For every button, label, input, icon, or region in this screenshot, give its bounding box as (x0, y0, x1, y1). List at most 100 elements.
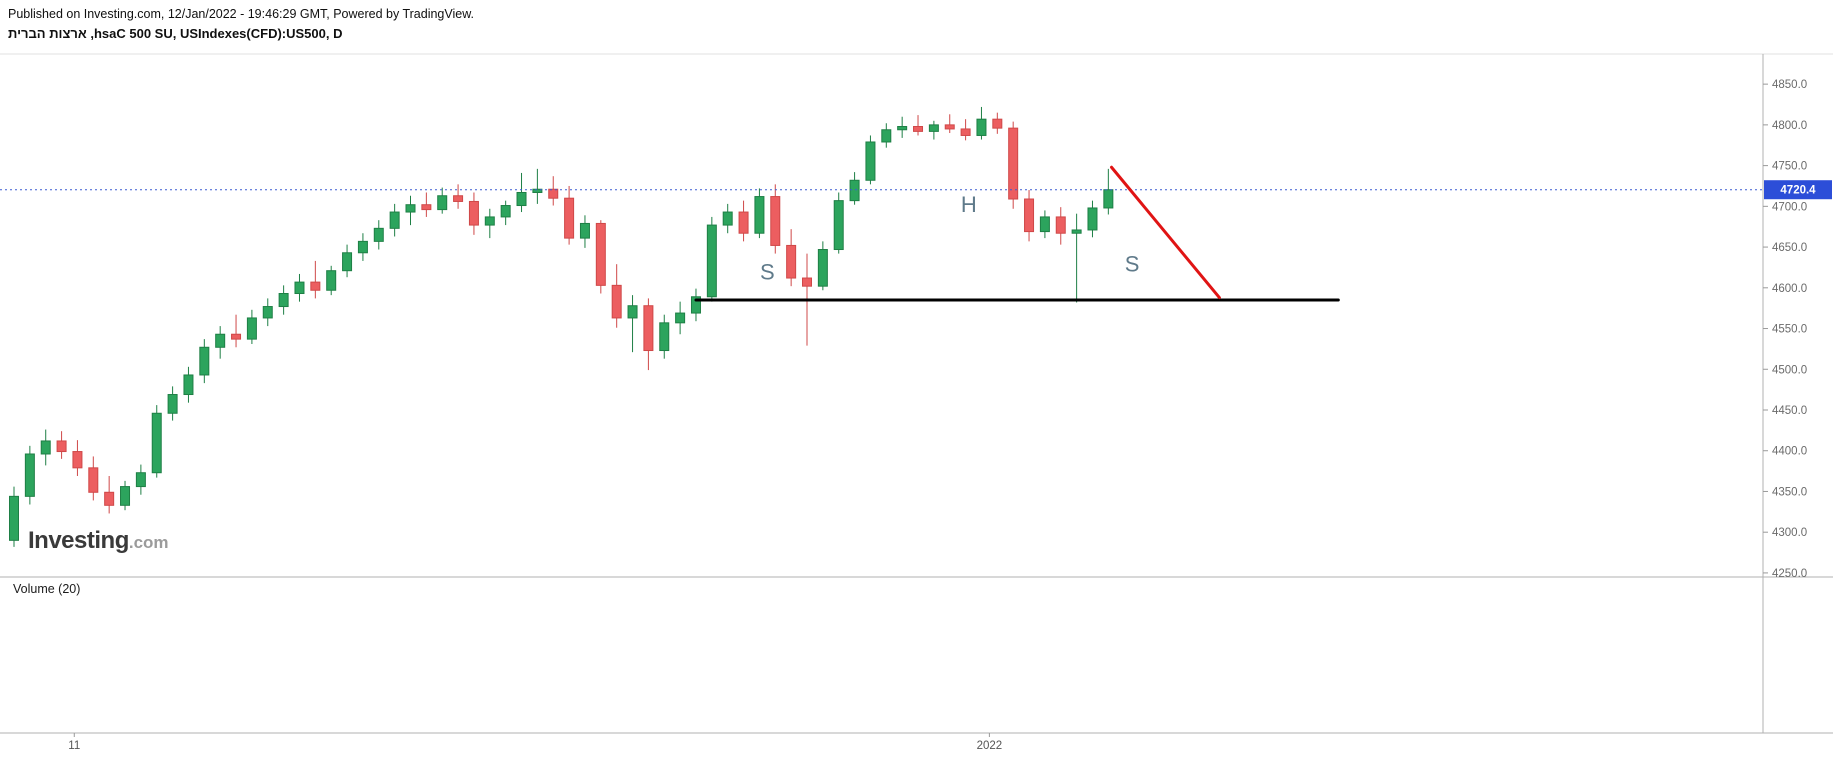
candle (579, 222, 590, 239)
candle (421, 204, 432, 211)
candle (104, 491, 115, 506)
candle (643, 305, 654, 352)
time-axis-label: 11 (68, 740, 80, 752)
candle (389, 211, 400, 229)
volume-indicator-label: Volume (20) (13, 582, 81, 596)
candle (453, 195, 464, 202)
candle (881, 129, 892, 143)
price-axis-label: 4700.0 (1772, 201, 1807, 213)
candle (24, 453, 35, 497)
candle (342, 252, 353, 272)
candles-group (9, 106, 1114, 547)
price-axis-label: 4350.0 (1772, 486, 1807, 498)
candle (833, 200, 844, 251)
candle (595, 222, 606, 286)
candle (310, 281, 321, 291)
candle (88, 467, 99, 493)
candle (246, 317, 257, 340)
candle (770, 196, 781, 246)
candle (294, 281, 305, 295)
pattern-label-s: S (1125, 251, 1140, 276)
candle (135, 472, 146, 488)
candle (706, 224, 717, 298)
candle (722, 211, 733, 226)
candle (627, 305, 638, 319)
price-axis-label: 4750.0 (1772, 161, 1807, 173)
candle (199, 346, 210, 376)
candle (516, 191, 527, 207)
candle (1024, 198, 1035, 233)
published-line: Published on Investing.com, 12/Jan/2022 … (8, 7, 475, 21)
candle (231, 333, 242, 340)
candle (976, 118, 987, 136)
candle (262, 306, 273, 319)
candle (913, 126, 924, 132)
candle (484, 216, 495, 226)
candle (928, 124, 939, 132)
candle (675, 312, 686, 324)
candle (1103, 189, 1114, 209)
candle (1071, 229, 1082, 234)
candle (817, 249, 828, 287)
candle (357, 240, 368, 254)
candle (9, 495, 19, 541)
candle (1039, 216, 1050, 233)
candle (564, 197, 575, 239)
pattern-label-s: S (760, 260, 775, 285)
candle (849, 179, 860, 202)
candle (897, 126, 908, 131)
projection-trendline (1110, 165, 1221, 300)
investing-logo: Investing.com (28, 527, 169, 555)
candle (120, 486, 131, 506)
price-axis-label: 4850.0 (1772, 79, 1807, 91)
candle (40, 440, 51, 455)
candle (802, 277, 812, 287)
candle (611, 284, 622, 319)
candle (56, 440, 67, 453)
price-axis-label: 4600.0 (1772, 283, 1807, 295)
candle (500, 205, 511, 218)
candle (786, 244, 797, 279)
candle (944, 124, 955, 130)
pattern-label-h: H (961, 192, 977, 217)
candle (690, 296, 701, 314)
candle (659, 322, 670, 352)
candle (992, 118, 1003, 129)
candle (72, 451, 83, 469)
price-axis-label: 4500.0 (1772, 364, 1807, 376)
price-axis-label: 4800.0 (1772, 120, 1807, 132)
candle (960, 128, 971, 136)
price-axis-label: 4450.0 (1772, 405, 1807, 417)
candle (1008, 127, 1019, 200)
candle (548, 188, 559, 199)
candle (437, 195, 448, 211)
price-axis-label: 4300.0 (1772, 527, 1807, 539)
candle (326, 270, 337, 291)
candle (738, 211, 749, 234)
candle (468, 200, 479, 226)
candle (1055, 216, 1066, 234)
investing-logo-suffix: .com (128, 533, 169, 552)
candle (151, 412, 162, 474)
price-axis-label: 4650.0 (1772, 242, 1807, 254)
candle (865, 141, 876, 181)
candle (405, 204, 416, 213)
price-axis-label: 4550.0 (1772, 324, 1807, 336)
instrument-title: ארצות הברית ,hsaC 500 SU, USIndexes(CFD)… (8, 26, 343, 41)
candle (1087, 207, 1098, 231)
price-axis-label: 4400.0 (1772, 446, 1807, 458)
candle (167, 394, 178, 414)
candle (532, 188, 543, 193)
candle (278, 293, 289, 308)
price-axis-label: 4250.0 (1772, 568, 1807, 580)
time-axis-label: 2022 (977, 740, 1003, 752)
candle (754, 196, 765, 234)
candle (183, 374, 194, 396)
current-price-badge (1764, 180, 1832, 200)
candle (373, 227, 384, 242)
investing-logo-main: Investing (28, 527, 129, 554)
current-price-badge-label: 4720.4 (1780, 185, 1816, 197)
candle (215, 333, 226, 348)
